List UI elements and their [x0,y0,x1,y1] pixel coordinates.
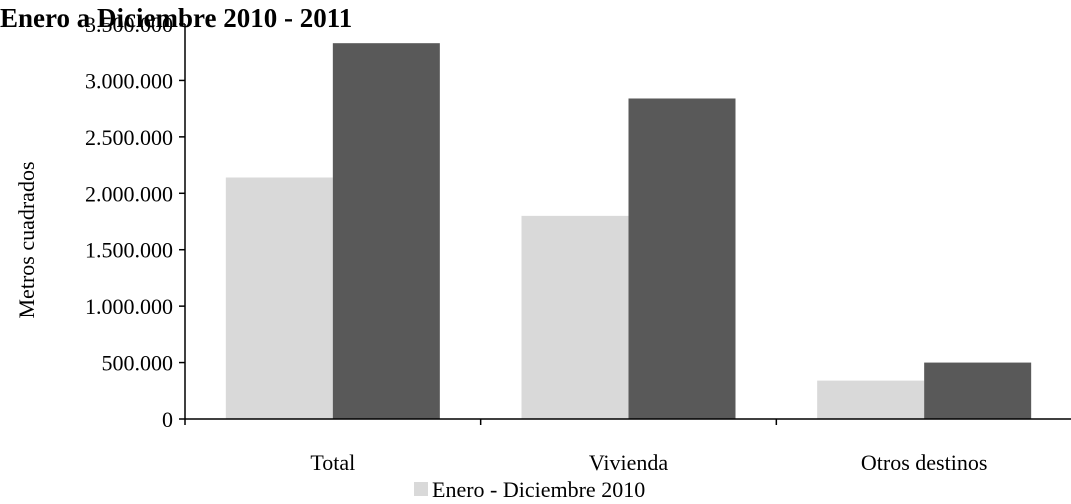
bar-vivienda-series-1 [628,98,736,419]
y-axis: 0 500.000 1.000.000 1.500.000 2.000.000 2.500… [85,12,185,432]
bar-total-series-1 [332,43,440,419]
y-tick-label: 1.000.000 [85,294,173,319]
y-tick-label: 0 [162,407,173,432]
x-tick-label: Vivienda [589,450,669,475]
chart-title: Enero a Diciembre 2010 - 2011 [0,3,352,33]
x-axis: Total Vivienda Otros destinos [184,419,988,475]
y-tick-label: 2.000.000 [85,181,173,206]
y-tick-label: 500.000 [102,351,174,376]
y-tick-label: 2.500.000 [85,125,173,150]
x-tick-label: Otros destinos [861,450,988,475]
legend-label: Enero - Diciembre 2010 [432,477,645,502]
bar-otros-destinos-series-0 [817,380,925,419]
bar-vivienda-series-0 [521,215,629,419]
legend-swatch [414,482,428,496]
y-tick-label: 1.500.000 [85,238,173,263]
y-tick-label: 3.500.000 [85,12,173,37]
y-tick-label: 3.000.000 [85,68,173,93]
y-axis-label: Metros cuadrados [14,161,39,318]
legend: Enero - Diciembre 2010 [414,477,645,502]
bars [225,43,1032,419]
bar-total-series-0 [225,177,333,419]
bar-otros-destinos-series-1 [924,362,1032,419]
x-tick-label: Total [310,450,355,475]
